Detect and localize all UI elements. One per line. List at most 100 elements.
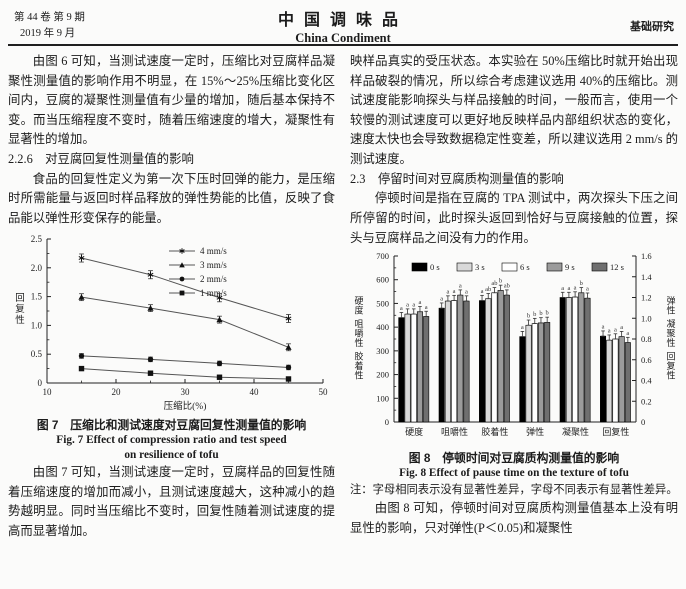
svg-text:3 mm/s: 3 mm/s [200, 260, 227, 270]
section-tag: 基础研究 [630, 21, 674, 33]
svg-text:咀: 咀 [354, 319, 363, 329]
figure7: 0 0.5 1.0 1.5 2.0 2.5 10 20 30 40 50 压缩比(%) 回复性 4 mm/… [8, 231, 335, 464]
figure8-caption-en: Fig. 8 Effect of pause time on the textu… [399, 467, 629, 480]
paragraph-fig8-discussion: 由图 8 可知，停顿时间对豆腐质构测量值基本上没有明显性的影响，只对弹性(P＜0… [350, 501, 678, 535]
figure7-line-chart: 0 0.5 1.0 1.5 2.0 2.5 10 20 30 40 50 压缩比(%) 回复性 4 mm/… [15, 234, 328, 412]
svg-text:a: a [602, 324, 605, 331]
svg-text:4 mm/s: 4 mm/s [200, 246, 227, 256]
svg-text:200: 200 [376, 370, 389, 380]
figure7-caption-cn: 图 7 压缩比和测试速度对豆腐回复性测量值的影响 [36, 417, 307, 432]
svg-text:ab: ab [485, 286, 491, 293]
svg-text:b: b [539, 310, 542, 317]
figure8-note: 注：字母相同表示没有显著性差异，字母不同表示有显著性差异。 [350, 484, 678, 497]
svg-text:弹性: 弹性 [526, 426, 544, 437]
svg-text:性: 性 [354, 337, 363, 348]
svg-text:度: 度 [354, 305, 363, 316]
volume-issue-block: 第 44 卷 第 9 期 2019 年 9 月 [14, 10, 85, 43]
svg-text:0.4: 0.4 [641, 376, 652, 386]
svg-text:性: 性 [15, 314, 25, 326]
svg-text:100: 100 [376, 393, 389, 403]
svg-text:b: b [527, 313, 530, 320]
svg-text:性: 性 [666, 370, 675, 381]
svg-text:400: 400 [376, 322, 389, 332]
svg-text:a: a [626, 330, 629, 337]
figure7-caption-en-line2: on resilience of tofu [124, 448, 219, 461]
left-column: 由图 6 可知，当测试速度一定时，压缩比对豆腐样品凝聚性测量值的影响作用不明显，… [8, 52, 335, 541]
svg-text:硬度: 硬度 [405, 426, 423, 437]
svg-text:胶: 胶 [354, 351, 363, 362]
svg-text:1.0: 1.0 [641, 313, 652, 323]
svg-text:0: 0 [37, 378, 42, 388]
svg-text:0.8: 0.8 [641, 334, 652, 344]
svg-text:0.5: 0.5 [30, 349, 42, 359]
svg-text:嚼: 嚼 [354, 329, 363, 339]
svg-text:b: b [546, 310, 549, 317]
svg-text:复: 复 [666, 360, 675, 371]
svg-text:a: a [453, 288, 456, 295]
page-header: 第 44 卷 第 9 期 2019 年 9 月 中国调味品 China Cond… [8, 6, 678, 46]
svg-text:a: a [608, 328, 611, 335]
svg-text:ab: ab [491, 280, 497, 287]
svg-text:回复性: 回复性 [602, 426, 629, 437]
svg-text:性: 性 [666, 337, 675, 348]
svg-text:30: 30 [180, 387, 190, 397]
svg-text:40: 40 [249, 387, 259, 397]
svg-text:2.5: 2.5 [30, 234, 42, 244]
svg-text:0.2: 0.2 [641, 396, 652, 406]
svg-text:1.6: 1.6 [641, 251, 652, 261]
figure8-caption-cn: 图 8 停顿时间对豆腐质构测量值的影响 [408, 451, 620, 466]
svg-text:着: 着 [354, 360, 363, 371]
svg-text:a: a [459, 283, 462, 290]
heading-2-2-6: 2.2.6 对豆腐回复性测量值的影响 [8, 151, 194, 166]
svg-text:6 s: 6 s [520, 262, 530, 272]
svg-text:a: a [419, 299, 422, 306]
svg-text:2 mm/s: 2 mm/s [200, 274, 227, 284]
svg-text:b: b [580, 280, 583, 287]
issue-date: 2019 年 9 月 [20, 28, 76, 40]
svg-text:20: 20 [111, 387, 121, 397]
heading-2-3: 2.3 停留时间对豆腐质构测量值的影响 [350, 171, 564, 186]
paragraph-compression-continued: 映样品真实的受压状态。本实验在 50%压缩比时就开始出现样品破裂的情况，所以综合… [350, 54, 679, 166]
svg-text:a: a [574, 284, 577, 291]
svg-text:1.0: 1.0 [30, 320, 42, 330]
svg-text:复: 复 [15, 303, 25, 315]
volume-issue: 第 44 卷 第 9 期 [14, 12, 85, 23]
svg-text:b: b [499, 278, 502, 285]
svg-text:a: a [586, 286, 589, 293]
svg-text:0: 0 [641, 417, 645, 427]
svg-text:12 s: 12 s [610, 262, 624, 272]
paragraph-resilience-definition: 食品的回复性定义为第一次下压时回弹的能力，是压缩时所需能量与返回时样品释放的弹性… [8, 171, 335, 225]
svg-text:a: a [406, 302, 409, 309]
svg-text:a: a [481, 288, 484, 295]
svg-text:凝聚性: 凝聚性 [562, 426, 589, 437]
svg-text:a: a [400, 305, 403, 312]
svg-text:700: 700 [376, 251, 389, 261]
svg-text:弹: 弹 [666, 295, 675, 306]
svg-text:a: a [425, 304, 428, 311]
svg-text:a: a [614, 326, 617, 333]
svg-text:ab: ab [504, 283, 510, 290]
paragraph-pause-time-definition: 停顿时间是指在豆腐的 TPA 测试中，两次探头下压之间所停留的时间，此时探头返回… [350, 191, 678, 245]
svg-text:1 mm/s: 1 mm/s [200, 288, 227, 298]
svg-text:0 s: 0 s [430, 262, 440, 272]
svg-text:a: a [567, 285, 570, 292]
svg-text:1.2: 1.2 [641, 293, 652, 303]
svg-text:b: b [533, 311, 536, 318]
two-column-body: 由图 6 可知，当测试速度一定时，压缩比对豆腐样品凝聚性测量值的影响作用不明显，… [8, 52, 678, 541]
svg-text:9 s: 9 s [565, 262, 575, 272]
svg-text:a: a [446, 289, 449, 296]
svg-text:压缩比(%): 压缩比(%) [163, 400, 206, 412]
svg-text:a: a [620, 324, 623, 331]
journal-title-cn: 中国调味品 [277, 12, 408, 29]
svg-text:性: 性 [666, 305, 675, 316]
svg-text:a: a [561, 285, 564, 292]
svg-text:3 s: 3 s [475, 262, 485, 272]
svg-text:500: 500 [376, 299, 389, 309]
svg-text:a: a [412, 302, 415, 309]
svg-text:胶着性: 胶着性 [481, 426, 508, 437]
figure7-caption-en-line1: Fig. 7 Effect of compression ratio and t… [56, 433, 287, 446]
svg-text:咀嚼性: 咀嚼性 [441, 426, 468, 437]
svg-text:a: a [440, 296, 443, 303]
figure8: 0 100 200 300 400 500 600 700 0 0.2 0.4 0.6 0.8 1.0 1.… [350, 250, 678, 481]
svg-text:a: a [465, 289, 468, 296]
